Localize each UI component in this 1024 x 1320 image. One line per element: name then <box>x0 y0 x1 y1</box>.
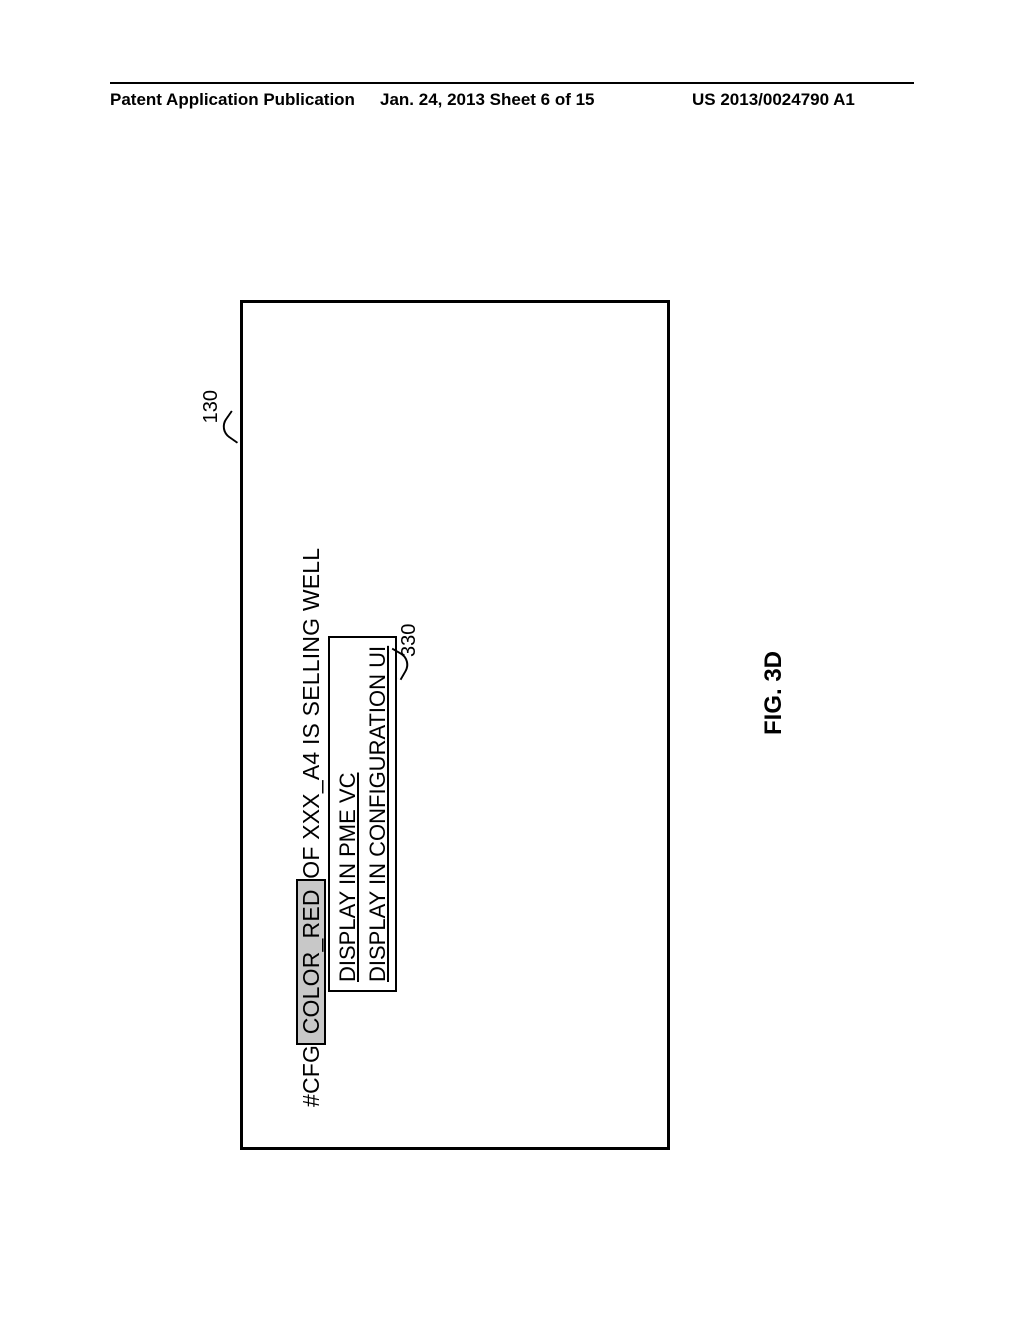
text-suffix: OF XXX_A4 IS SELLING WELL <box>298 548 324 879</box>
header-patent-number: US 2013/0024790 A1 <box>692 90 855 110</box>
reference-numeral-130: 130 <box>200 390 223 423</box>
context-menu: DISPLAY IN PME VC DISPLAY IN CONFIGURATI… <box>328 636 397 992</box>
menu-item-display-pme-vc[interactable]: DISPLAY IN PME VC <box>333 646 363 982</box>
message-text-line: #CFG COLOR_RED OF XXX_A4 IS SELLING WELL <box>298 548 325 1107</box>
highlighted-token[interactable]: COLOR_RED <box>296 879 326 1045</box>
reference-numeral-330: 330 <box>398 624 421 657</box>
header-publication: Patent Application Publication <box>110 90 355 110</box>
text-prefix: #CFG <box>298 1045 324 1107</box>
ui-window-box: #CFG COLOR_RED OF XXX_A4 IS SELLING WELL… <box>240 300 670 1150</box>
header-date-sheet: Jan. 24, 2013 Sheet 6 of 15 <box>380 90 595 110</box>
figure-3d: 130 #CFG COLOR_RED OF XXX_A4 IS SELLING … <box>150 150 874 1170</box>
figure-label: FIG. 3D <box>760 651 788 735</box>
menu-item-display-configuration-ui[interactable]: DISPLAY IN CONFIGURATION UI <box>363 646 393 982</box>
rotated-drawing-group: 130 #CFG COLOR_RED OF XXX_A4 IS SELLING … <box>240 300 670 1150</box>
patent-page: Patent Application Publication Jan. 24, … <box>0 0 1024 1320</box>
header-rule <box>110 82 914 84</box>
